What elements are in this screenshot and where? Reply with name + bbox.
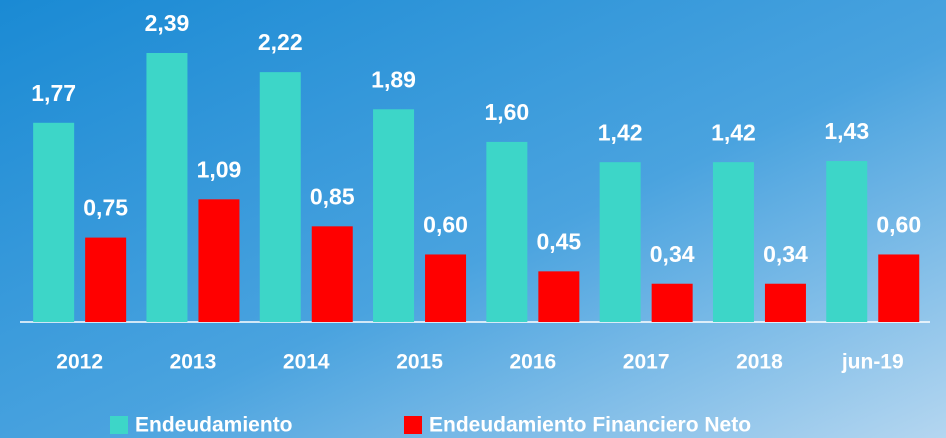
data-label: 1,09 [197,156,242,182]
x-tick-label: 2017 [623,351,670,374]
bar [85,237,127,322]
data-label: 2,22 [258,29,303,55]
data-label: 1,42 [711,119,756,145]
bar [33,122,75,322]
data-label: 0,34 [763,241,808,267]
x-tick-label: 2016 [509,351,556,374]
x-tick-label: 2012 [56,351,103,374]
bar [878,254,920,322]
data-label: 1,89 [371,66,416,92]
legend-label: Endeudamiento [135,414,293,437]
x-tick-label: 2013 [170,351,217,374]
data-label: 1,43 [824,118,869,144]
x-tick-label: 2018 [736,351,783,374]
data-label: 0,34 [650,241,695,267]
data-label: 1,60 [484,99,529,125]
bar [764,283,806,322]
data-label: 1,77 [31,80,76,106]
bar [373,109,415,322]
bar [826,161,868,322]
data-label: 1,42 [598,119,643,145]
bar [538,271,580,322]
legend-swatch [404,416,422,434]
bar [712,162,754,322]
data-label: 0,85 [310,183,355,209]
data-label: 0,45 [536,228,581,254]
legend-label: Endeudamiento Financiero Neto [429,414,751,437]
bar [146,53,188,322]
bar [198,199,240,322]
data-label: 0,75 [83,195,128,221]
bar [311,226,353,322]
bar [651,283,693,322]
bar [425,254,467,322]
data-label: 2,39 [145,10,190,36]
x-tick-label: 2014 [283,351,330,374]
data-label: 0,60 [876,212,921,238]
bar [486,141,528,322]
data-label: 0,60 [423,212,468,238]
x-tick-label: jun-19 [841,351,904,374]
x-tick-label: 2015 [396,351,443,374]
bar [599,162,641,322]
legend-swatch [110,416,128,434]
bar [259,72,301,323]
